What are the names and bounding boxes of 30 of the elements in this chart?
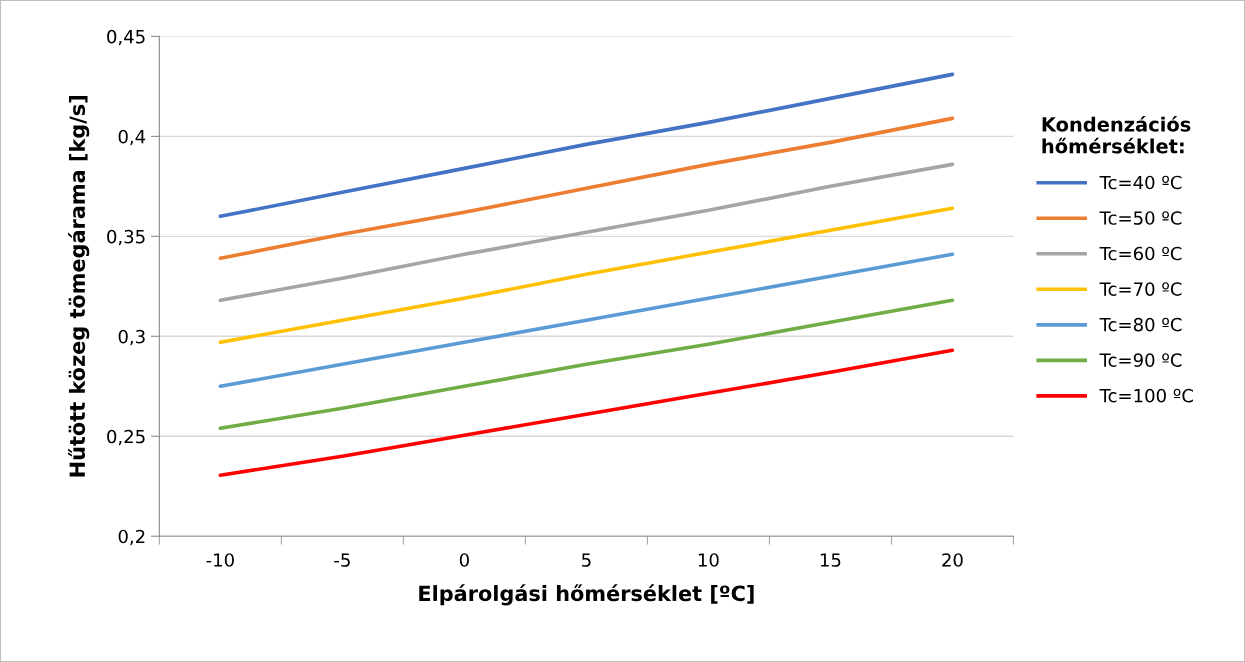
line-series xyxy=(218,206,955,345)
legend-label: Tc=100 ºC xyxy=(1099,388,1193,403)
y-tick-label: 0,3 xyxy=(118,329,145,346)
y-tick-label: 0,25 xyxy=(107,429,145,446)
x-tick-label: 5 xyxy=(582,553,591,567)
y-tick-label: 0,4 xyxy=(118,129,146,146)
legend-label: Tc=80 ºC xyxy=(1099,317,1182,332)
legend-title: Kondenzációs hőmérséklet: xyxy=(1042,115,1191,154)
x-tick-label: 10 xyxy=(698,553,719,567)
y-tick-label: 0,45 xyxy=(107,29,145,46)
line-series xyxy=(218,162,955,303)
legend-label: Tc=60 ºC xyxy=(1099,246,1182,261)
y-tick-label: 0,35 xyxy=(107,229,145,246)
line-series xyxy=(218,298,955,431)
x-tick-label: 20 xyxy=(942,553,963,567)
line-series xyxy=(218,72,955,219)
legend-label: Tc=90 ºC xyxy=(1099,353,1182,367)
y-tick-label: 0,2 xyxy=(118,529,145,546)
x-axis-title: Elpárolgási hőmérséklet [ºC] xyxy=(419,584,754,606)
line-series xyxy=(218,252,955,389)
line-series xyxy=(218,348,955,478)
x-tick-label: 0 xyxy=(459,553,469,567)
x-tick-label: -10 xyxy=(206,553,234,567)
line-series xyxy=(218,116,955,261)
legend-label: Tc=40 ºC xyxy=(1099,175,1182,190)
legend-label: Tc=50 ºC xyxy=(1099,211,1182,225)
legend-label: Tc=70 ºC xyxy=(1099,282,1182,296)
x-tick-label: 15 xyxy=(820,553,841,567)
y-axis-title: Hűtött közeg tömegárama [kg/s] xyxy=(68,96,90,477)
x-tick-label: -5 xyxy=(334,553,350,567)
